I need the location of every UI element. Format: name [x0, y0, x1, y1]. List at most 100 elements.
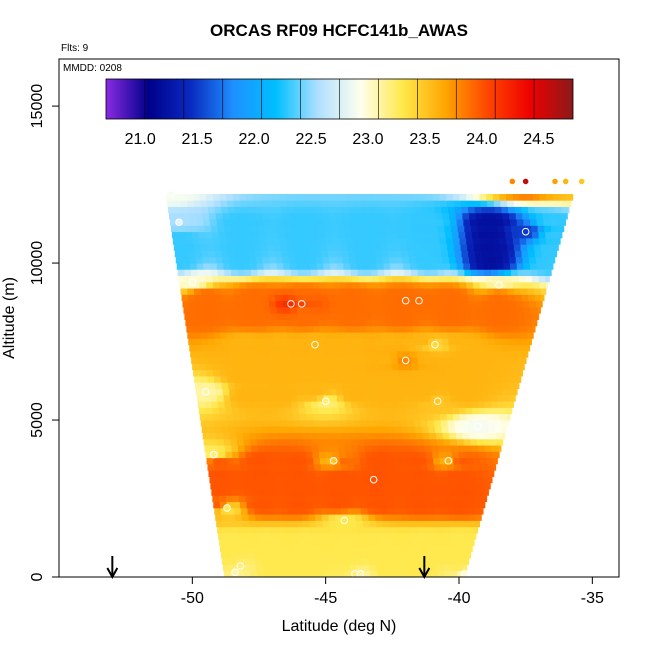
- heatmap-cell: [394, 420, 402, 427]
- heatmap-cell: [496, 263, 504, 270]
- heatmap-cell: [237, 225, 245, 233]
- colorbar-tick-label: 23.5: [409, 131, 440, 148]
- heatmap-cell: [408, 294, 416, 302]
- heatmap-cell: [314, 463, 322, 471]
- heatmap-cell: [513, 288, 521, 295]
- heatmap-cell: [547, 200, 555, 207]
- heatmap-cell: [397, 225, 405, 233]
- heatmap-cell: [343, 570, 351, 578]
- heatmap-cell: [380, 551, 389, 559]
- heatmap-cell: [446, 413, 454, 421]
- heatmap-cell: [263, 350, 271, 358]
- heatmap-cell: [307, 420, 315, 427]
- heatmap-cell: [525, 231, 533, 239]
- heatmap-cell: [448, 294, 456, 302]
- heatmap-cell: [408, 426, 416, 433]
- heatmap-cell: [215, 256, 223, 264]
- heatmap-cell: [386, 281, 394, 289]
- heatmap-cell: [305, 275, 313, 283]
- heatmap-cell: [325, 495, 333, 503]
- heatmap-cell: [253, 200, 261, 207]
- sample-point: [561, 177, 570, 186]
- heatmap-cell: [357, 445, 366, 452]
- heatmap-cell: [383, 482, 391, 490]
- heatmap-cell: [464, 533, 472, 540]
- heatmap-cell: [511, 401, 515, 408]
- heatmap-cell: [375, 470, 383, 477]
- heatmap-cell: [351, 313, 359, 320]
- heatmap-cell: [225, 495, 233, 503]
- heatmap-cell: [526, 193, 534, 201]
- heatmap-cell: [447, 200, 455, 207]
- heatmap-cell: [248, 558, 256, 565]
- heatmap-cell: [294, 250, 302, 258]
- heatmap-cell: [452, 495, 460, 503]
- heatmap-cell: [273, 332, 282, 339]
- heatmap-cell: [320, 545, 328, 553]
- heatmap-cell: [241, 470, 249, 477]
- heatmap-cell: [298, 489, 306, 496]
- heatmap-cell: [359, 237, 367, 245]
- heatmap-cell: [401, 206, 409, 214]
- heatmap-cell: [256, 520, 264, 528]
- heatmap-cell: [389, 432, 397, 440]
- heatmap-cell: [189, 344, 197, 352]
- heatmap-cell: [473, 457, 481, 465]
- heatmap-cell: [295, 426, 303, 433]
- heatmap-cell: [392, 363, 400, 371]
- heatmap-cell: [348, 470, 356, 477]
- heatmap-cell: [430, 526, 438, 534]
- heatmap-cell: [503, 394, 511, 402]
- heatmap-cell: [417, 401, 425, 408]
- heatmap-cell: [433, 325, 441, 333]
- heatmap-cell: [252, 363, 260, 371]
- heatmap-cell: [217, 482, 225, 490]
- heatmap-cell: [305, 319, 313, 327]
- heatmap-cell: [504, 357, 512, 364]
- heatmap-cell: [389, 212, 397, 220]
- heatmap-cell: [228, 470, 236, 477]
- heatmap-cell: [198, 363, 206, 371]
- heatmap-cell: [212, 363, 220, 371]
- heatmap-cell: [337, 445, 346, 452]
- heatmap-cell: [324, 225, 332, 233]
- heatmap-cell: [452, 193, 460, 201]
- heatmap-cell: [253, 413, 261, 421]
- heatmap-cell: [410, 307, 418, 314]
- heatmap-cell: [327, 420, 335, 427]
- heatmap-cell: [427, 332, 435, 339]
- heatmap-cell: [495, 300, 503, 308]
- heatmap-cell: [254, 463, 262, 471]
- heatmap-cell: [201, 338, 209, 346]
- colorbar-tick-label: 21.5: [182, 131, 213, 148]
- heatmap-cell: [270, 526, 278, 534]
- heatmap-cell: [455, 382, 463, 390]
- heatmap-cell: [294, 206, 302, 214]
- heatmap-cell: [402, 520, 410, 528]
- heatmap-cell: [512, 319, 520, 327]
- heatmap-cell: [412, 363, 420, 371]
- heatmap-cell: [224, 225, 232, 233]
- heatmap-cell: [239, 281, 247, 289]
- heatmap-cell: [416, 263, 424, 270]
- heatmap-cell: [369, 432, 377, 440]
- heatmap-cell: [356, 263, 364, 270]
- heatmap-cell: [445, 319, 453, 327]
- heatmap-cell: [310, 225, 319, 233]
- heatmap-cell: [323, 482, 331, 490]
- heatmap-cell: [205, 231, 213, 239]
- heatmap-cell: [425, 539, 433, 547]
- heatmap-cell: [460, 376, 468, 383]
- heatmap-cell: [204, 357, 212, 364]
- heatmap-cell: [246, 369, 254, 377]
- heatmap-cell: [522, 300, 530, 308]
- heatmap-cell: [450, 307, 458, 314]
- heatmap-cell: [425, 495, 433, 503]
- heatmap-cell: [324, 313, 332, 320]
- heatmap-cell: [312, 407, 320, 415]
- heatmap-cell: [436, 307, 444, 314]
- heatmap-cell: [480, 288, 488, 295]
- heatmap-cell: [375, 388, 384, 396]
- heatmap-cell: [484, 269, 492, 277]
- heatmap-cell: [346, 501, 354, 509]
